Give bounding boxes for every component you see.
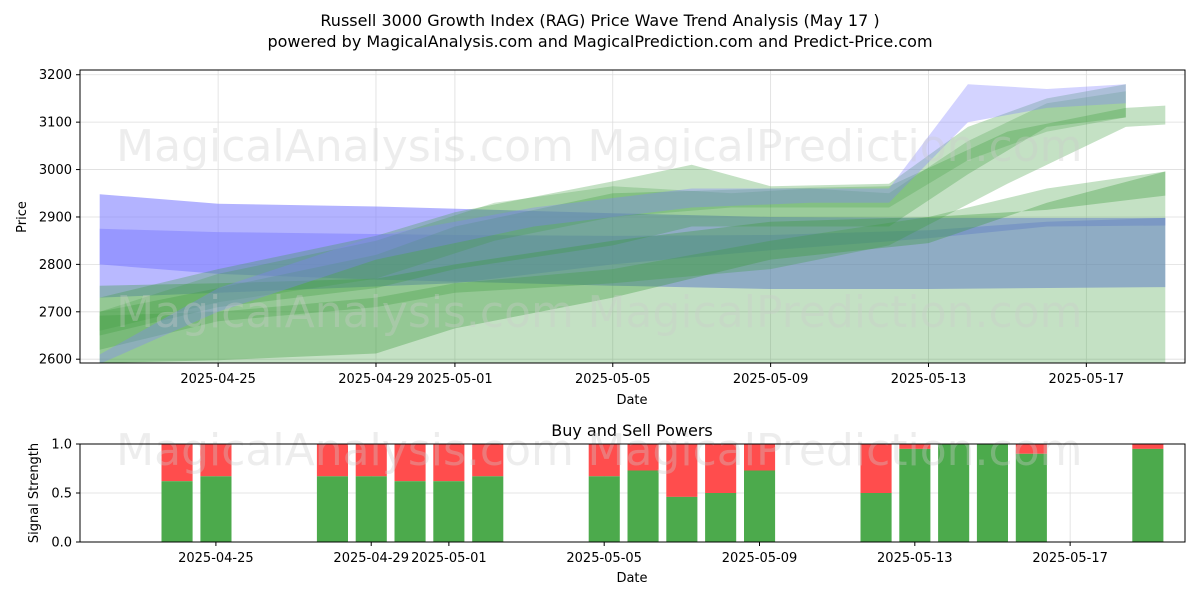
buy-power-bar — [394, 481, 426, 542]
bottom-chart-xlabel: Date — [616, 571, 647, 586]
bottom-xtick-label: 2025-04-29 — [333, 551, 409, 566]
bottom-chart-ylabel: Signal Strength — [27, 443, 42, 543]
bottom-xtick-label: 2025-05-01 — [411, 551, 487, 566]
sell-power-bar — [355, 444, 387, 477]
top-ytick-label: 2700 — [39, 305, 72, 320]
chart-title-line1: Russell 3000 Growth Index (RAG) Price Wa… — [320, 11, 879, 30]
top-ytick-label: 2900 — [39, 210, 72, 225]
buy-power-bar — [433, 481, 465, 542]
buy-power-bar — [1015, 453, 1047, 542]
bottom-chart-title: Buy and Sell Powers — [551, 421, 713, 440]
sell-power-bar — [705, 444, 737, 493]
price-wave-band-3 — [99, 171, 1166, 363]
sell-power-bar — [588, 444, 620, 477]
top-xtick-label: 2025-05-13 — [891, 372, 967, 387]
sell-power-bar — [899, 444, 931, 449]
sell-power-bar — [394, 444, 426, 482]
top-chart-bands — [99, 84, 1166, 363]
top-xtick-label: 2025-04-25 — [180, 372, 256, 387]
top-xtick-label: 2025-04-29 — [338, 372, 414, 387]
buy-power-bar — [705, 493, 737, 542]
price-wave-band-2 — [99, 217, 1166, 298]
buy-power-bar — [860, 493, 892, 542]
buy-power-bar — [472, 476, 504, 542]
bottom-xtick-label: 2025-05-13 — [877, 551, 953, 566]
buy-power-bar — [1132, 448, 1164, 542]
buy-power-bar — [976, 444, 1008, 542]
top-chart-watermarks: MagicalAnalysis.com MagicalAnalysis.com Ma… — [116, 121, 1082, 338]
bottom-chart-bars — [161, 444, 1164, 542]
sell-power-bar — [860, 444, 892, 493]
watermark-left: MagicalAnalysis.com — [116, 121, 574, 172]
bottom-xtick-label: 2025-05-05 — [566, 551, 642, 566]
top-chart-band-group — [99, 84, 1166, 363]
watermark-right: MagicalPrediction.com — [588, 121, 1083, 172]
buy-power-bar — [627, 470, 659, 542]
buy-power-bar — [938, 444, 970, 542]
top-ytick-label: 2800 — [39, 258, 72, 273]
buy-power-bar — [899, 448, 931, 542]
top-xtick-label: 2025-05-09 — [733, 372, 809, 387]
top-chart-ylabel: Price — [15, 201, 30, 233]
top-ytick-label: 3000 — [39, 163, 72, 178]
sell-power-bar — [161, 444, 193, 482]
top-ytick-label: 3200 — [39, 68, 72, 83]
sell-power-bar — [200, 444, 232, 477]
top-chart-xlabel: Date — [616, 393, 647, 408]
price-wave-band-5 — [99, 105, 1166, 350]
sell-power-bar — [472, 444, 504, 477]
top-xtick-label: 2025-05-17 — [1049, 372, 1125, 387]
top-ytick-label: 2600 — [39, 353, 72, 368]
buy-power-bar — [200, 476, 232, 542]
watermark-left: MagicalAnalysis.com — [116, 287, 574, 338]
sell-power-bar — [666, 444, 698, 497]
price-wave-band-8 — [99, 84, 1126, 363]
watermark-right: MagicalPrediction.com — [588, 287, 1083, 338]
bottom-xtick-label: 2025-05-17 — [1032, 551, 1108, 566]
bottom-chart-ticks: 0.0 0.5 1.0 2025-04-25 2025-04-29 2025-05-01 2… — [51, 438, 1108, 567]
price-wave-band-4 — [99, 171, 1166, 363]
chart-title-line2: powered by MagicalAnalysis.com and Magic… — [267, 32, 932, 51]
price-wave-band-7 — [99, 91, 1126, 331]
buy-power-bar — [161, 481, 193, 542]
sell-power-bar — [1015, 444, 1047, 454]
buy-power-bar — [588, 476, 620, 542]
price-wave-band-6 — [99, 84, 1126, 336]
sell-power-bar — [627, 444, 659, 471]
sell-power-bar — [316, 444, 348, 477]
top-chart-ticks: 2600 2700 2800 2900 3000 3100 3200 2025-04-25 20… — [39, 68, 1124, 387]
top-xtick-label: 2025-05-05 — [575, 372, 651, 387]
watermark-right: MagicalPrediction.com — [588, 425, 1083, 476]
bottom-ytick-label: 0.0 — [51, 536, 72, 551]
bottom-ytick-label: 1.0 — [51, 438, 72, 453]
buy-power-bar — [744, 470, 776, 542]
sell-power-bar — [433, 444, 465, 482]
buy-power-bar — [666, 496, 698, 542]
bottom-xtick-label: 2025-05-09 — [722, 551, 798, 566]
top-xtick-label: 2025-05-01 — [417, 372, 493, 387]
buy-power-bar — [316, 476, 348, 542]
buy-power-bar — [355, 476, 387, 542]
sell-power-bar — [744, 444, 776, 471]
bottom-ytick-label: 0.5 — [51, 487, 72, 502]
watermark-left: MagicalAnalysis.com — [116, 425, 574, 476]
top-ytick-label: 3100 — [39, 116, 72, 131]
sell-power-bar — [1132, 444, 1164, 449]
bottom-xtick-label: 2025-04-25 — [178, 551, 254, 566]
bottom-chart-watermarks: MagicalAnalysis.com MagicalPrediction.com — [116, 425, 1082, 476]
